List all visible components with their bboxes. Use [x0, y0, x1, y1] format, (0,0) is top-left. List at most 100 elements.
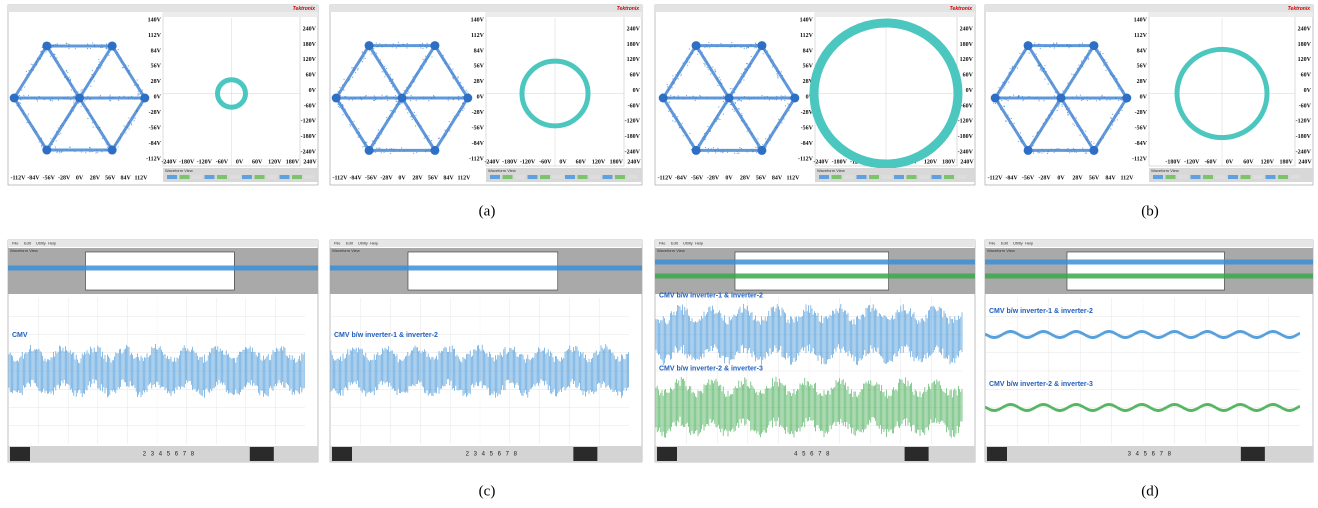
- x-tick-label: -112V: [11, 175, 27, 181]
- scatter-dot: [379, 148, 380, 149]
- scatter-dot: [90, 85, 91, 86]
- scatter-dot: [755, 147, 756, 148]
- vector-point: [10, 94, 19, 103]
- status-chip: [628, 175, 638, 179]
- scatter-dot: [55, 146, 56, 147]
- footer-label: Waveform View: [165, 168, 193, 173]
- status-chip: [1241, 175, 1251, 179]
- status-chip: [1216, 175, 1226, 179]
- y-tick-label: 84V: [803, 48, 814, 54]
- scatter-dot: [1004, 106, 1005, 107]
- scatter-dot: [73, 102, 74, 103]
- scatter-dot: [41, 146, 42, 147]
- y-tick-label: -240V: [958, 149, 974, 155]
- x-tick-label: 60V: [252, 159, 263, 165]
- scatter-dot: [708, 69, 709, 70]
- scatter-dot: [390, 74, 391, 75]
- scatter-dot: [102, 138, 103, 139]
- scatter-dot: [734, 153, 735, 154]
- scatter-dot: [21, 90, 22, 91]
- x-tick-label: -240V: [813, 159, 829, 165]
- scatter-dot: [92, 70, 93, 71]
- scatter-dot: [747, 131, 748, 132]
- scatter-dot: [372, 140, 373, 141]
- scatter-dot: [757, 138, 758, 139]
- y-tick-label: -120V: [301, 119, 317, 125]
- scatter-dot: [87, 48, 88, 49]
- scatter-dot: [142, 90, 143, 91]
- scatter-dot: [60, 133, 61, 134]
- overview-trace: [655, 260, 975, 265]
- header-bar: [655, 5, 975, 12]
- info-chip: [250, 447, 274, 461]
- scatter-dot: [707, 126, 708, 127]
- scatter-dot: [765, 138, 766, 139]
- y-tick-label: -28V: [1135, 110, 1148, 116]
- scatter-dot: [378, 147, 379, 148]
- scatter-dot: [376, 53, 377, 54]
- scatter-dot: [131, 124, 132, 125]
- scatter-dot: [1068, 47, 1069, 48]
- trace-label: CMV b/w inverter-1 & inverter-2: [989, 308, 1093, 315]
- y-tick-label: 180V: [303, 42, 317, 48]
- scatter-dot: [689, 48, 690, 49]
- scatter-dot: [373, 48, 374, 49]
- scatter-dot: [431, 140, 432, 141]
- scatter-dot: [58, 100, 59, 101]
- y-tick-label: 28V: [1137, 79, 1148, 85]
- x-tick-label: -56V: [691, 175, 704, 181]
- y-tick-label: 0V: [154, 95, 162, 101]
- scatter-dot: [738, 99, 739, 100]
- scatter-dot: [723, 95, 724, 96]
- scatter-dot: [352, 99, 353, 100]
- x-tick-label: 112V: [457, 175, 471, 181]
- x-tick-label: 240V: [1298, 159, 1312, 165]
- status-chip: [1203, 175, 1213, 179]
- x-tick-label: 0V: [1226, 159, 1234, 165]
- scatter-dot: [45, 51, 46, 52]
- x-tick-label: 0V: [1057, 175, 1065, 181]
- y-tick-label: 56V: [474, 64, 485, 70]
- x-tick-label: -180V: [1165, 159, 1181, 165]
- status-chip: [919, 175, 929, 179]
- scatter-dot: [740, 100, 741, 101]
- scatter-dot: [772, 66, 773, 67]
- footer-label: Waveform View: [817, 168, 845, 173]
- x-tick-label: 112V: [1120, 175, 1134, 181]
- scatter-dot: [59, 152, 60, 153]
- y-tick-label: -84V: [801, 141, 814, 147]
- scatter-dot: [423, 59, 424, 60]
- menu-item: Utility: [683, 241, 693, 246]
- scatter-dot: [1054, 95, 1055, 96]
- scatter-dot: [137, 94, 138, 95]
- scatter-dot: [398, 42, 399, 43]
- scatter-dot: [384, 66, 385, 67]
- zoom-box: [86, 252, 235, 290]
- scatter-dot: [738, 108, 739, 109]
- x-tick-label: -180V: [502, 159, 518, 165]
- y-tick-label: 84V: [1137, 48, 1148, 54]
- scatter-dot: [108, 55, 109, 56]
- scatter-dot: [73, 100, 74, 101]
- trace-label: CMV b/w inverter-2 & inverter-3: [659, 366, 763, 373]
- scatter-dot: [355, 72, 356, 73]
- scatter-dot: [416, 152, 417, 153]
- scatter-dot: [998, 87, 999, 88]
- x-tick-label: -28V: [380, 175, 393, 181]
- x-tick-label: 112V: [786, 175, 800, 181]
- scope-panel: FileEditUtilityHelpWaveform ViewCMV23456…: [8, 240, 318, 462]
- vector-point: [140, 94, 149, 103]
- y-tick-label: -112V: [798, 156, 814, 162]
- scatter-dot: [134, 120, 135, 121]
- vector-point: [430, 41, 439, 50]
- menu-item: File: [989, 241, 996, 246]
- y-tick-label: -28V: [472, 110, 485, 116]
- scatter-dot: [99, 61, 100, 62]
- scatter-dot: [1078, 64, 1079, 65]
- status-chip: [205, 175, 215, 179]
- scatter-dot: [52, 100, 53, 101]
- scatter-dot: [382, 71, 383, 72]
- scatter-dot: [1057, 110, 1058, 111]
- scatter-dot: [458, 99, 459, 100]
- scatter-dot: [1038, 100, 1039, 101]
